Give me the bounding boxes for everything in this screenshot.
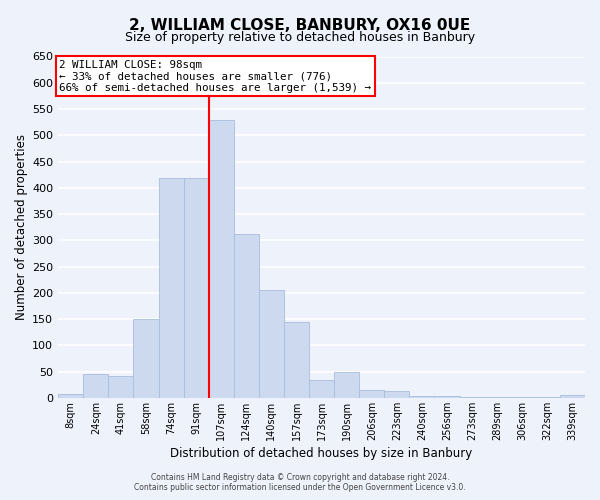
Text: 2 WILLIAM CLOSE: 98sqm
← 33% of detached houses are smaller (776)
66% of semi-de: 2 WILLIAM CLOSE: 98sqm ← 33% of detached… [59,60,371,93]
Bar [158,178,184,398]
Bar [109,376,133,398]
Bar [384,391,409,398]
Text: 2, WILLIAM CLOSE, BANBURY, OX16 0UE: 2, WILLIAM CLOSE, BANBURY, OX16 0UE [130,18,470,32]
Bar [434,396,460,398]
Bar [309,380,334,398]
Bar [460,397,485,398]
Bar [359,390,384,398]
Y-axis label: Number of detached properties: Number of detached properties [15,134,28,320]
Bar [83,374,109,398]
Bar [184,178,209,398]
Bar [560,396,585,398]
Bar [133,319,158,398]
Bar [209,120,234,398]
Bar [284,322,309,398]
Bar [234,234,259,398]
X-axis label: Distribution of detached houses by size in Banbury: Distribution of detached houses by size … [170,447,473,460]
Bar [334,372,359,398]
Bar [58,394,83,398]
Bar [259,290,284,398]
Text: Size of property relative to detached houses in Banbury: Size of property relative to detached ho… [125,31,475,44]
Text: Contains HM Land Registry data © Crown copyright and database right 2024.
Contai: Contains HM Land Registry data © Crown c… [134,473,466,492]
Bar [409,396,434,398]
